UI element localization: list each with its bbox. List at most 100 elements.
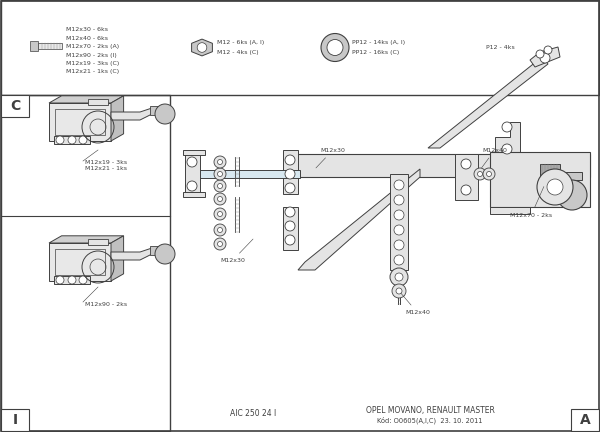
Text: C: C (10, 99, 20, 113)
Text: I: I (13, 413, 17, 427)
Text: OPEL MOVANO, RENAULT MASTER: OPEL MOVANO, RENAULT MASTER (365, 406, 494, 414)
Circle shape (79, 276, 87, 284)
Circle shape (214, 168, 226, 180)
Circle shape (214, 224, 226, 236)
Circle shape (394, 240, 404, 250)
Text: M12x21 - 1ks (C): M12x21 - 1ks (C) (66, 70, 119, 74)
Text: AIC 250 24 I: AIC 250 24 I (230, 410, 276, 419)
Polygon shape (49, 103, 111, 141)
Text: M12x30: M12x30 (220, 239, 253, 263)
Circle shape (285, 235, 295, 245)
Circle shape (187, 157, 197, 167)
Polygon shape (390, 174, 408, 270)
Circle shape (390, 268, 408, 286)
Text: Kód: O0605(A,I,C)  23. 10. 2011: Kód: O0605(A,I,C) 23. 10. 2011 (377, 416, 482, 424)
Circle shape (218, 197, 223, 201)
Circle shape (536, 50, 544, 58)
Text: bars: bars (431, 200, 469, 216)
Text: P12 - 4ks: P12 - 4ks (486, 45, 515, 50)
Ellipse shape (458, 42, 470, 53)
Ellipse shape (444, 34, 484, 61)
Polygon shape (38, 42, 62, 48)
Polygon shape (562, 172, 582, 180)
Polygon shape (530, 47, 560, 67)
Text: M12 - 6ks (A, I): M12 - 6ks (A, I) (217, 40, 264, 45)
Circle shape (557, 180, 587, 210)
Text: ®: ® (413, 179, 424, 189)
Circle shape (155, 244, 175, 264)
Circle shape (537, 169, 573, 205)
Circle shape (214, 193, 226, 205)
Bar (1, 0, 599, 95)
Bar (1, 95, 29, 117)
Polygon shape (150, 246, 162, 255)
Text: M12x19 - 3ks (C): M12x19 - 3ks (C) (66, 61, 119, 66)
Polygon shape (49, 243, 111, 281)
Bar (1, 409, 29, 431)
Circle shape (197, 43, 207, 52)
Circle shape (214, 238, 226, 250)
Text: PP12 - 14ks (A, I): PP12 - 14ks (A, I) (352, 40, 405, 45)
Circle shape (502, 144, 512, 154)
Polygon shape (190, 170, 300, 178)
Circle shape (285, 155, 295, 165)
Circle shape (487, 172, 491, 177)
Text: BOSStOW: BOSStOW (307, 178, 473, 206)
Circle shape (285, 207, 295, 217)
Polygon shape (295, 154, 590, 177)
Text: M12 - 4ks (C): M12 - 4ks (C) (217, 50, 259, 55)
Circle shape (502, 122, 512, 132)
Polygon shape (111, 108, 152, 120)
Circle shape (474, 168, 486, 180)
Bar (1, 95, 170, 431)
Text: M12x40 - 6ks: M12x40 - 6ks (66, 35, 108, 41)
Text: M12x40: M12x40 (482, 148, 507, 168)
Text: M12x70 - 2ks: M12x70 - 2ks (510, 187, 552, 218)
Text: A: A (580, 413, 590, 427)
Circle shape (461, 185, 471, 195)
Circle shape (396, 288, 402, 294)
Polygon shape (111, 236, 124, 281)
Polygon shape (298, 169, 420, 270)
Circle shape (214, 208, 226, 220)
Text: M12x30 - 6ks: M12x30 - 6ks (66, 27, 108, 32)
Polygon shape (111, 248, 152, 260)
Polygon shape (150, 106, 162, 115)
Circle shape (214, 180, 226, 192)
Circle shape (285, 169, 295, 179)
Circle shape (155, 104, 175, 124)
Circle shape (218, 228, 223, 232)
Text: PP12 - 16ks (C): PP12 - 16ks (C) (352, 50, 399, 55)
Polygon shape (283, 150, 298, 194)
Polygon shape (30, 41, 38, 51)
Polygon shape (540, 164, 560, 180)
Circle shape (218, 212, 223, 216)
Circle shape (285, 183, 295, 193)
Polygon shape (54, 136, 90, 144)
Polygon shape (183, 150, 205, 155)
Circle shape (285, 221, 295, 231)
Bar (571, 409, 599, 431)
Circle shape (394, 195, 404, 205)
Circle shape (218, 184, 223, 188)
Polygon shape (49, 96, 124, 103)
Polygon shape (111, 96, 124, 141)
Polygon shape (283, 207, 298, 250)
Text: M12x30: M12x30 (316, 148, 345, 168)
Polygon shape (88, 239, 108, 245)
Polygon shape (88, 99, 108, 105)
Polygon shape (490, 207, 530, 214)
Bar (180, 174, 590, 210)
Circle shape (540, 53, 550, 63)
Circle shape (218, 241, 223, 247)
Text: M12x19 - 3ks: M12x19 - 3ks (85, 159, 127, 165)
Circle shape (214, 156, 226, 168)
Circle shape (218, 159, 223, 165)
Circle shape (394, 210, 404, 220)
Circle shape (395, 273, 403, 281)
Circle shape (56, 136, 64, 144)
Polygon shape (49, 236, 124, 243)
Circle shape (394, 255, 404, 265)
Text: M12x40: M12x40 (401, 293, 430, 315)
Circle shape (79, 136, 87, 144)
